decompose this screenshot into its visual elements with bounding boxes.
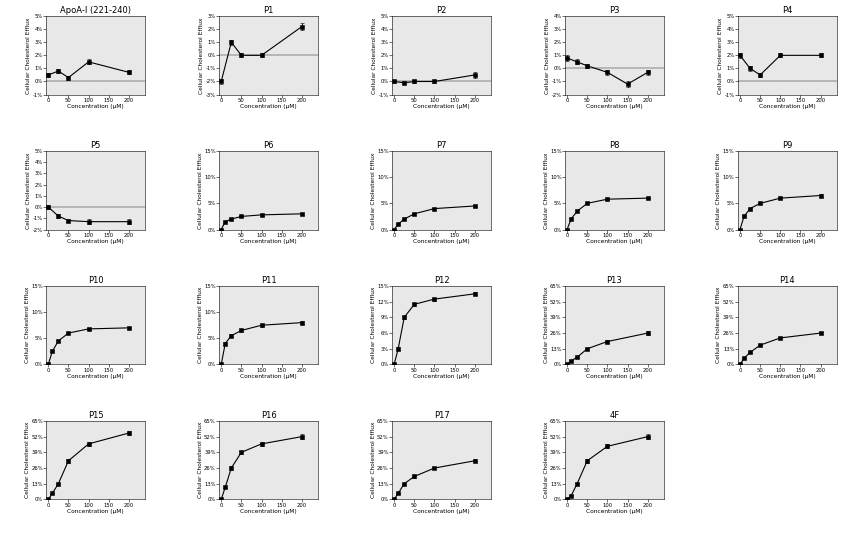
Title: P11: P11 (261, 276, 277, 285)
Y-axis label: Cellular Cholesterol Efflux: Cellular Cholesterol Efflux (717, 152, 722, 229)
Title: P12: P12 (434, 276, 449, 285)
Y-axis label: Cellular Cholesterol Efflux: Cellular Cholesterol Efflux (371, 287, 376, 364)
X-axis label: Concentration (μM): Concentration (μM) (241, 509, 297, 514)
Title: P9: P9 (782, 141, 792, 150)
Title: P14: P14 (780, 276, 796, 285)
Y-axis label: Cellular Cholesterol Efflux: Cellular Cholesterol Efflux (199, 17, 204, 93)
Title: P3: P3 (609, 6, 620, 16)
Title: P10: P10 (87, 276, 103, 285)
X-axis label: Concentration (μM): Concentration (μM) (759, 104, 816, 110)
Title: P8: P8 (609, 141, 620, 150)
X-axis label: Concentration (μM): Concentration (μM) (586, 104, 643, 110)
X-axis label: Concentration (μM): Concentration (μM) (241, 104, 297, 110)
Y-axis label: Cellular Cholesterol Efflux: Cellular Cholesterol Efflux (545, 17, 550, 93)
Y-axis label: Cellular Cholesterol Efflux: Cellular Cholesterol Efflux (198, 287, 203, 364)
Title: ApoA-I (221-240): ApoA-I (221-240) (61, 6, 131, 16)
X-axis label: Concentration (μM): Concentration (μM) (67, 240, 124, 244)
X-axis label: Concentration (μM): Concentration (μM) (586, 240, 643, 244)
Y-axis label: Cellular Cholesterol Efflux: Cellular Cholesterol Efflux (718, 17, 723, 93)
X-axis label: Concentration (μM): Concentration (μM) (67, 509, 124, 514)
Title: P16: P16 (261, 411, 277, 420)
Title: P13: P13 (606, 276, 622, 285)
Y-axis label: Cellular Cholesterol Efflux: Cellular Cholesterol Efflux (372, 17, 377, 93)
Y-axis label: Cellular Cholesterol Efflux: Cellular Cholesterol Efflux (198, 422, 203, 498)
X-axis label: Concentration (μM): Concentration (μM) (67, 374, 124, 379)
Y-axis label: Cellular Cholesterol Efflux: Cellular Cholesterol Efflux (371, 422, 376, 498)
X-axis label: Concentration (μM): Concentration (μM) (67, 104, 124, 110)
Y-axis label: Cellular Cholesterol Efflux: Cellular Cholesterol Efflux (24, 287, 29, 364)
Y-axis label: Cellular Cholesterol Efflux: Cellular Cholesterol Efflux (24, 422, 29, 498)
Y-axis label: Cellular Cholesterol Efflux: Cellular Cholesterol Efflux (543, 422, 548, 498)
X-axis label: Concentration (μM): Concentration (μM) (586, 374, 643, 379)
Title: P6: P6 (263, 141, 274, 150)
X-axis label: Concentration (μM): Concentration (μM) (413, 104, 470, 110)
X-axis label: Concentration (μM): Concentration (μM) (241, 240, 297, 244)
Y-axis label: Cellular Cholesterol Efflux: Cellular Cholesterol Efflux (543, 152, 548, 229)
X-axis label: Concentration (μM): Concentration (μM) (413, 374, 470, 379)
Title: 4F: 4F (610, 411, 620, 420)
Title: P17: P17 (434, 411, 449, 420)
Title: P15: P15 (87, 411, 103, 420)
X-axis label: Concentration (μM): Concentration (μM) (413, 240, 470, 244)
Title: P4: P4 (782, 6, 792, 16)
Title: P1: P1 (263, 6, 274, 16)
X-axis label: Concentration (μM): Concentration (μM) (586, 509, 643, 514)
X-axis label: Concentration (μM): Concentration (μM) (759, 240, 816, 244)
Title: P7: P7 (436, 141, 447, 150)
Y-axis label: Cellular Cholesterol Efflux: Cellular Cholesterol Efflux (26, 152, 31, 229)
X-axis label: Concentration (μM): Concentration (μM) (413, 509, 470, 514)
Y-axis label: Cellular Cholesterol Efflux: Cellular Cholesterol Efflux (371, 152, 376, 229)
Title: P5: P5 (91, 141, 101, 150)
Y-axis label: Cellular Cholesterol Efflux: Cellular Cholesterol Efflux (543, 287, 548, 364)
X-axis label: Concentration (μM): Concentration (μM) (241, 374, 297, 379)
X-axis label: Concentration (μM): Concentration (μM) (759, 374, 816, 379)
Title: P2: P2 (436, 6, 447, 16)
Y-axis label: Cellular Cholesterol Efflux: Cellular Cholesterol Efflux (717, 287, 722, 364)
Y-axis label: Cellular Cholesterol Efflux: Cellular Cholesterol Efflux (198, 152, 203, 229)
Y-axis label: Cellular Cholesterol Efflux: Cellular Cholesterol Efflux (26, 17, 31, 93)
